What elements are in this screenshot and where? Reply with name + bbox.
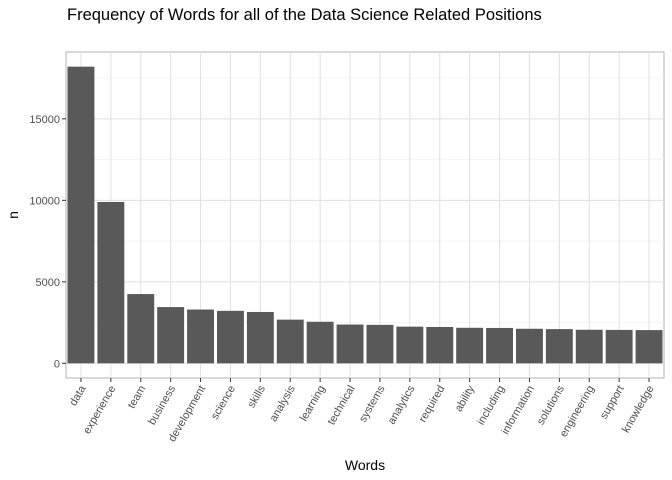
x-tick-label: business	[146, 383, 178, 427]
x-tick-label: systems	[357, 383, 388, 424]
x-tick-label: including	[475, 384, 507, 428]
x-tick-label: support	[598, 384, 627, 422]
bar-analysis	[276, 319, 304, 364]
bar-skills	[246, 311, 274, 364]
bar-including	[486, 327, 514, 364]
x-tick-label: learning	[298, 384, 328, 424]
bar-data	[67, 66, 95, 364]
bar-business	[157, 307, 185, 364]
y-tick-label: 15000	[29, 114, 60, 126]
x-tick-label: data	[67, 383, 89, 408]
bars	[67, 66, 663, 364]
bar-team	[127, 294, 155, 364]
bar-solutions	[545, 329, 573, 364]
y-tick-label: 5000	[36, 277, 60, 289]
bar-technical	[336, 324, 364, 364]
bar-analytics	[396, 326, 424, 364]
y-tick-label: 10000	[29, 195, 60, 207]
plot-panel	[65, 51, 665, 379]
y-tick-label: 0	[54, 358, 60, 370]
bar-development	[187, 309, 215, 364]
bar-systems	[366, 324, 394, 364]
x-tick-label: analytics	[386, 383, 418, 426]
bar-learning	[306, 321, 334, 364]
x-tick-label: required	[417, 384, 448, 425]
x-tick-label: ability	[453, 383, 478, 414]
chart-title: Frequency of Words for all of the Data S…	[67, 6, 542, 24]
bar-information	[515, 328, 543, 364]
bar-required	[426, 326, 454, 364]
bar-science	[216, 310, 244, 364]
x-tick-label: science	[209, 384, 238, 422]
x-tick-label: skills	[246, 383, 269, 410]
x-axis-title: Words	[345, 457, 385, 473]
bar-ability	[456, 327, 484, 364]
y-axis-ticks: 0 5000 10000 15000	[29, 114, 66, 370]
x-tick-label: analysis	[268, 383, 299, 424]
y-axis-title: n	[5, 211, 21, 219]
bar-knowledge	[635, 330, 663, 364]
bar-experience	[97, 201, 125, 364]
bar-support	[605, 329, 633, 364]
x-tick-label: technical	[326, 384, 358, 428]
bar-engineering	[575, 329, 603, 364]
x-tick-label: solutions	[535, 383, 567, 427]
x-tick-label: team	[126, 384, 149, 411]
